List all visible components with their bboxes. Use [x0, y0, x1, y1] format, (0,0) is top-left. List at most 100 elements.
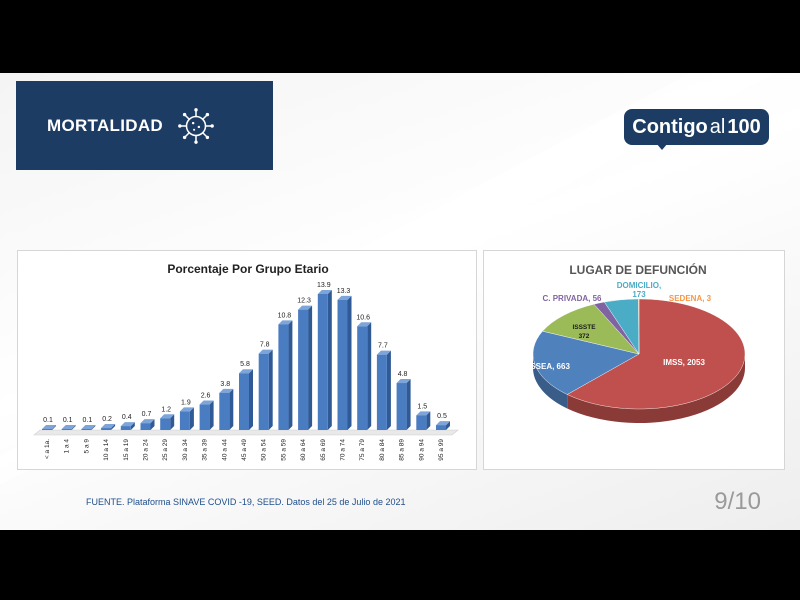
bar — [219, 392, 230, 430]
pie-slice — [532, 330, 640, 395]
bar-value-label: 0.2 — [102, 416, 112, 423]
bar — [258, 353, 269, 430]
logo-tail — [656, 143, 668, 150]
death-place-chart-panel: LUGAR DE DEFUNCIÓN IMSS, 2053 ISSEA, 663 I… — [483, 250, 785, 470]
bar — [436, 425, 446, 430]
bar — [42, 429, 52, 430]
category-label: 95 a 99 — [438, 439, 445, 461]
category-label: 15 a 19 — [123, 439, 130, 461]
bar-top — [317, 289, 332, 294]
bar-side — [229, 388, 234, 430]
contigo-al-100-logo: Contigo al 100 — [624, 109, 769, 145]
category-label: 10 a 14 — [103, 439, 110, 461]
logo-text-2: al — [709, 115, 726, 138]
category-label: 1 a 4 — [64, 439, 71, 454]
bar-side — [426, 411, 431, 430]
bar-value-label: 0.1 — [43, 417, 53, 424]
bar-value-label: 12.3 — [297, 298, 311, 305]
bar-value-label: 7.7 — [378, 343, 388, 350]
bar-value-label: 5.8 — [240, 361, 250, 368]
category-label: 85 a 89 — [399, 439, 406, 461]
bar-side — [130, 422, 135, 430]
bar — [317, 293, 328, 430]
bar-side — [189, 407, 194, 430]
bar — [298, 309, 309, 430]
bar-side — [52, 425, 56, 430]
bar-side — [308, 305, 313, 430]
bar — [376, 354, 387, 430]
bar-side — [327, 289, 332, 430]
bar-value-label: 2.6 — [201, 393, 211, 400]
age-group-bar-chart: Porcentaje Por Grupo Etario 0.1 < a 1a. 0.… — [33, 262, 459, 461]
bar — [81, 429, 92, 430]
pie-slice-label: DOMICILIO, 173 — [617, 281, 661, 299]
bar-side — [249, 369, 253, 430]
category-label: < a 1a. — [44, 439, 51, 459]
bar-top — [436, 421, 450, 426]
bar — [199, 404, 210, 430]
category-label: 90 a 94 — [418, 439, 425, 461]
bar-top — [298, 305, 313, 310]
bar-side — [367, 322, 372, 430]
bar — [396, 383, 407, 430]
pie-slice-label: C. PRIVADA, 56 — [543, 294, 603, 303]
bar-top — [120, 422, 135, 427]
bar-side — [268, 349, 273, 430]
logo-text-3: 100 — [727, 115, 761, 138]
category-label: 80 a 84 — [379, 439, 386, 461]
pie-slice — [566, 298, 746, 410]
bar — [239, 373, 249, 430]
category-label: 60 a 64 — [300, 439, 307, 461]
category-label: 25 a 29 — [162, 439, 169, 461]
slide: MORTALIDAD Contigo al 100 Porcentaje Por… — [0, 73, 800, 530]
bar-top — [42, 425, 56, 430]
category-label: 30 a 34 — [182, 439, 189, 461]
pie-slice-label: ISSEA, 663 — [528, 362, 570, 371]
bar-value-label: 1.2 — [161, 406, 171, 413]
bar-side — [406, 379, 411, 430]
bar-value-label: 0.4 — [122, 414, 132, 421]
bar — [101, 428, 112, 430]
bar-side — [150, 419, 155, 430]
bar-value-label: 0.7 — [142, 411, 152, 418]
bar-value-label: 7.8 — [260, 342, 270, 349]
bar-side — [71, 425, 76, 430]
category-label: 45 a 49 — [241, 439, 248, 461]
category-label: 65 a 69 — [320, 439, 327, 461]
section-title: MORTALIDAD — [47, 115, 163, 135]
page-number: 9/10 — [714, 488, 761, 515]
bar-top — [81, 425, 96, 430]
bar-chart-title: Porcentaje Por Grupo Etario — [167, 262, 328, 276]
bar-top — [258, 349, 273, 354]
bar-top — [140, 419, 155, 424]
bar-side — [288, 320, 293, 430]
category-label: 35 a 39 — [202, 439, 209, 461]
bar — [61, 429, 72, 430]
bar-top — [278, 320, 293, 325]
bar-side — [386, 350, 391, 430]
bar — [140, 423, 151, 430]
category-label: 75 a 79 — [359, 439, 366, 461]
bar-top — [337, 295, 352, 300]
bar — [416, 415, 427, 430]
bar-top — [239, 369, 253, 374]
pie-slice-label: IMSS, 2053 — [663, 358, 705, 367]
bar-side — [111, 424, 116, 430]
chart-floor — [33, 429, 459, 436]
bar-value-label: 13.9 — [317, 282, 331, 289]
pie-slice-side — [567, 354, 745, 423]
bar-top — [199, 400, 214, 405]
bar-top — [179, 407, 194, 412]
bar — [179, 411, 190, 430]
death-place-pie-chart: LUGAR DE DEFUNCIÓN IMSS, 2053 ISSEA, 663 I… — [528, 262, 746, 423]
bar — [337, 299, 348, 430]
bar-top — [101, 424, 116, 429]
category-label: 20 a 24 — [143, 439, 150, 461]
age-group-chart-panel: Porcentaje Por Grupo Etario 0.1 < a 1a. 0.… — [17, 250, 477, 470]
bar-side — [347, 295, 352, 430]
bar-value-label: 4.8 — [398, 371, 408, 378]
bar — [160, 418, 171, 430]
bar-value-label: 0.5 — [437, 413, 447, 420]
bar-value-label: 3.8 — [220, 381, 230, 388]
category-label: 50 a 54 — [261, 439, 268, 461]
